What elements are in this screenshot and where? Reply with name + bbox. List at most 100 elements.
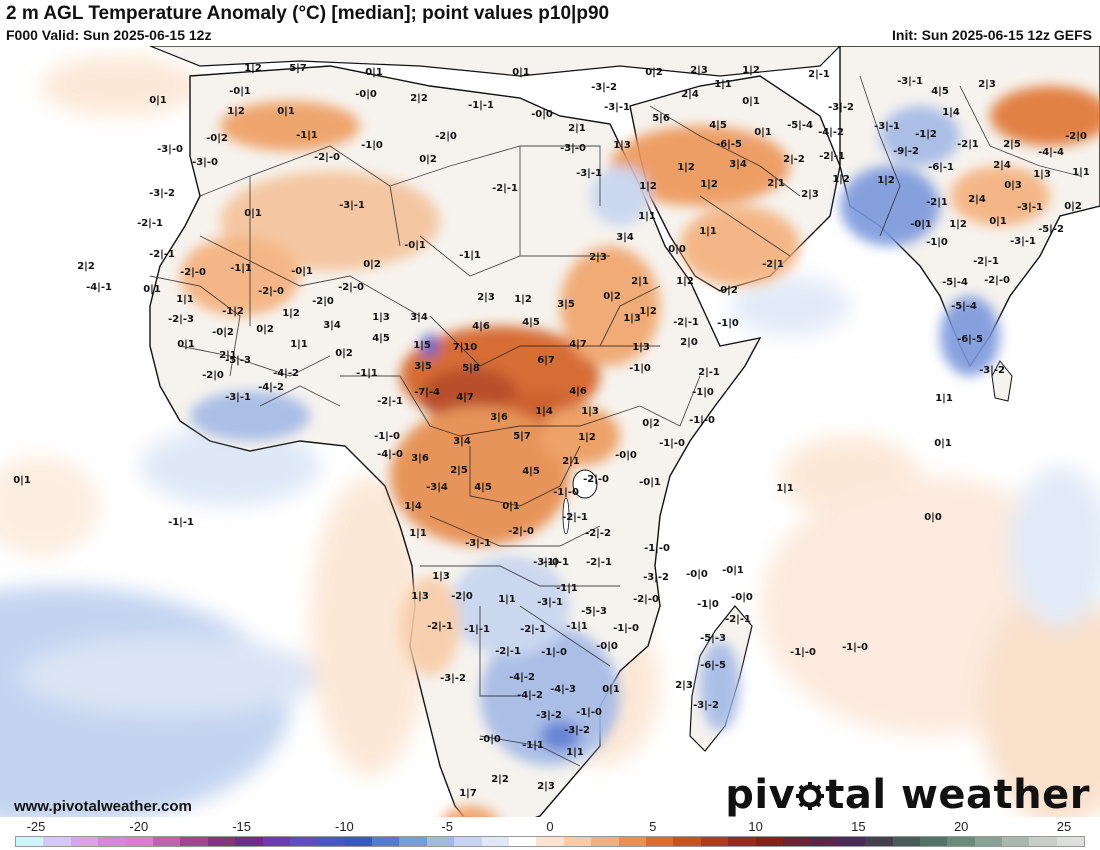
point-value: -4|-2 [509, 672, 535, 683]
point-value: 2|2 [77, 261, 95, 272]
point-value: 2|3 [675, 680, 693, 691]
point-value: 2|3 [589, 252, 607, 263]
colorbar-segment [125, 837, 153, 846]
point-value: 1|2 [949, 219, 967, 230]
point-value: 2|0 [680, 337, 698, 348]
point-value: -1|2 [222, 306, 244, 317]
point-value: 2|1 [562, 456, 580, 467]
point-value: 3|4 [410, 312, 428, 323]
point-value: 3|4 [453, 436, 471, 447]
colorbar-segment [728, 837, 756, 846]
point-value: -5|-3 [700, 633, 726, 644]
ocean-anomaly-shading [0, 56, 1100, 817]
colorbar [15, 836, 1085, 847]
point-value: -2|1 [957, 139, 979, 150]
point-value: -3|-1 [897, 76, 923, 87]
point-value: 0|1 [149, 95, 167, 106]
point-value: 2|4 [993, 160, 1011, 171]
point-value: -3|-2 [693, 700, 719, 711]
point-value: -0|0 [479, 734, 501, 745]
map-header: 2 m AGL Temperature Anomaly (°C) [median… [0, 0, 1100, 46]
point-value: 1|3 [632, 342, 650, 353]
map-title: 2 m AGL Temperature Anomaly (°C) [median… [6, 3, 610, 24]
colorbar-segment [591, 837, 619, 846]
point-value: -3|-2 [828, 102, 854, 113]
point-value: -0|0 [355, 89, 377, 100]
lake-tanganyika [562, 497, 570, 535]
point-value: -1|1 [356, 368, 378, 379]
point-value: 1|3 [581, 406, 599, 417]
point-value: -2|-0 [583, 474, 609, 485]
point-value: 1|1 [776, 483, 794, 494]
point-value: 2|4 [681, 89, 699, 100]
point-value: -5|-4 [787, 120, 813, 131]
point-value: 1|1 [699, 226, 717, 237]
point-value: -2|-0 [258, 286, 284, 297]
point-value: -1|0 [926, 237, 948, 248]
point-value: 0|1 [177, 339, 195, 350]
point-value: 0|1 [244, 208, 262, 219]
point-value: -1|0 [629, 363, 651, 374]
gear-icon [796, 782, 825, 810]
colorbar-segment [837, 837, 866, 846]
colorbar-segment [152, 837, 181, 846]
point-value: -3|-1 [874, 121, 900, 132]
point-value: -2|0 [435, 131, 457, 142]
point-value: -2|-1 [819, 151, 845, 162]
point-value: 2|-1 [698, 367, 720, 378]
point-value: 1|1 [409, 528, 427, 539]
point-value: 0|2 [335, 348, 353, 359]
point-value: 2|-1 [808, 69, 830, 80]
point-value: -1|-1 [543, 557, 569, 568]
colorbar-segment [645, 837, 674, 846]
point-value: -1|-0 [644, 543, 670, 554]
point-value: -2|0 [451, 591, 473, 602]
point-value: 5|8 [462, 363, 480, 374]
init-time: Init: Sun 2025-06-15 12z GEFS [892, 27, 1092, 43]
point-value: -1|-0 [842, 642, 868, 653]
point-value: 2|3 [978, 79, 996, 90]
colorbar-segment [947, 837, 975, 846]
point-value: 1|2 [677, 162, 695, 173]
point-value: -2|-1 [520, 624, 546, 635]
point-value: 3|5 [414, 361, 432, 372]
pivotal-weather-logo: piv tal weather [725, 772, 1090, 818]
point-value: -1|-1 [468, 100, 494, 111]
colorbar-segment [755, 837, 783, 846]
point-value: -3|-1 [604, 102, 630, 113]
colorbar-tick-label: 10 [748, 819, 763, 834]
point-value: -1|-1 [168, 517, 194, 528]
point-value: 1|7 [459, 788, 477, 799]
point-value: -1|0 [361, 140, 383, 151]
site-credit[interactable]: www.pivotalweather.com [14, 798, 192, 815]
colorbar-segment [262, 837, 290, 846]
point-value: -4|-2 [818, 127, 844, 138]
point-value: 0|2 [720, 285, 738, 296]
colorbar-segment [974, 837, 1003, 846]
point-value: -3|-2 [591, 82, 617, 93]
point-value: -2|-1 [377, 396, 403, 407]
point-value: 1|4 [535, 406, 553, 417]
point-value: -9|-2 [893, 146, 919, 157]
point-value: 4|5 [474, 482, 492, 493]
point-value: 0|0 [668, 244, 686, 255]
point-value: 4|5 [372, 333, 390, 344]
point-value: 4|7 [456, 392, 474, 403]
point-value: 2|1 [568, 123, 586, 134]
point-value: 1|4 [942, 107, 960, 118]
point-value: 2|1 [631, 276, 649, 287]
point-value: 4|5 [522, 317, 540, 328]
point-value: -3|-2 [979, 365, 1005, 376]
point-value: -1|0 [692, 387, 714, 398]
point-value: 3|4 [729, 159, 747, 170]
point-value: -3|-2 [564, 725, 590, 736]
point-value: -1|-0 [659, 438, 685, 449]
colorbar-segment [426, 837, 455, 846]
colorbar-segment [289, 837, 318, 846]
point-value: -0|1 [639, 477, 661, 488]
colorbar-tick-label: -20 [129, 819, 149, 834]
colorbar-segment [865, 837, 893, 846]
point-value: -2|-1 [137, 218, 163, 229]
point-value: -1|1 [522, 740, 544, 751]
point-value: 1|3 [613, 140, 631, 151]
